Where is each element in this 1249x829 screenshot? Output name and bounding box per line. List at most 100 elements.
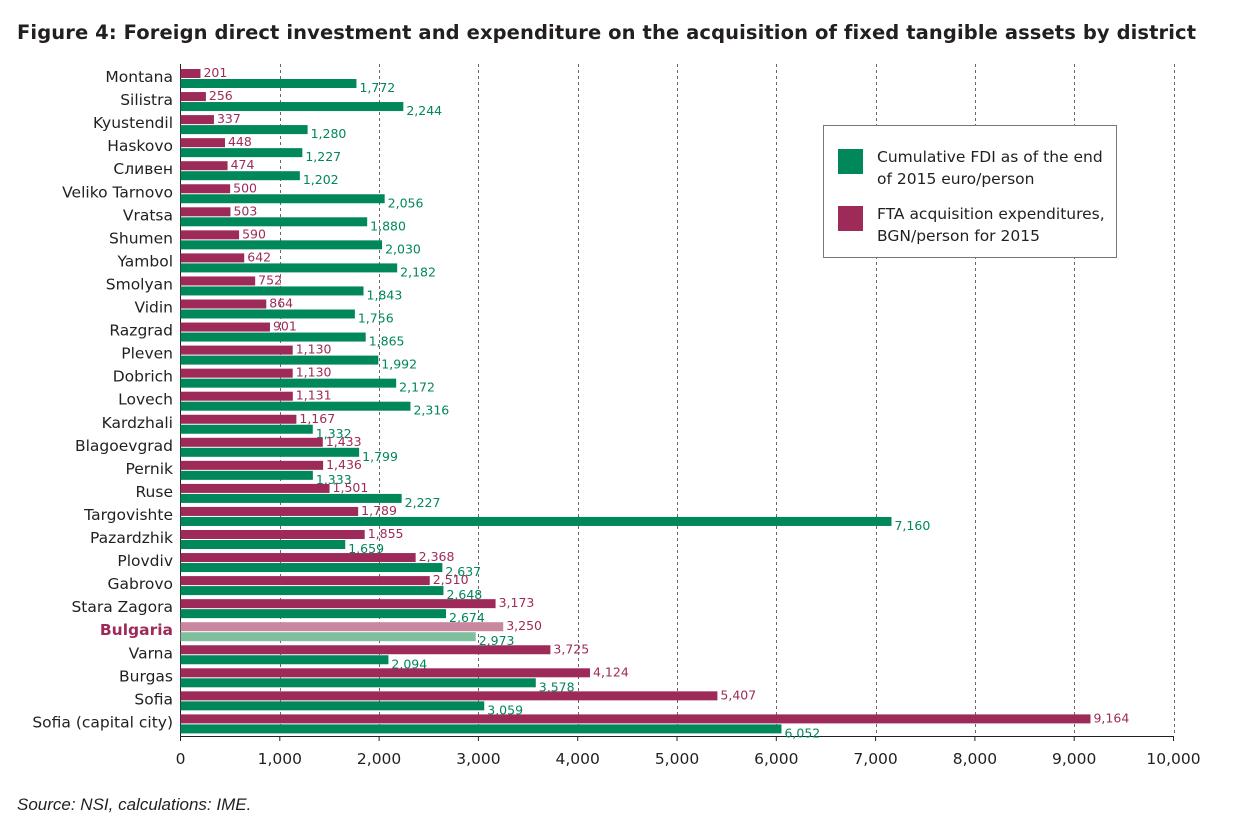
bar-fta	[180, 276, 256, 286]
x-tick-label: 10,000	[1146, 750, 1200, 768]
bar-fdi	[180, 378, 397, 388]
data-label-fdi: 1,659	[348, 541, 384, 556]
data-label-fdi: 3,578	[539, 679, 575, 694]
bar-fta	[180, 322, 270, 332]
bar-fdi	[180, 309, 355, 319]
category-label: Gabrovo	[107, 575, 173, 593]
chart-title: Figure 4: Foreign direct investment and …	[17, 21, 1197, 44]
bar-fta	[180, 345, 293, 355]
data-label-fta: 901	[273, 319, 297, 334]
legend-item-fta: FTA acquisition expenditures, BGN/person…	[838, 203, 1109, 247]
bar-fta	[180, 184, 231, 194]
data-label-fdi: 2,637	[445, 564, 481, 579]
data-label-fdi: 3,059	[487, 702, 523, 717]
data-label-fdi: 2,182	[400, 264, 436, 279]
category-label: Shumen	[109, 229, 173, 247]
bar-fdi	[180, 424, 313, 434]
bar-fdi	[180, 563, 443, 573]
bar-fdi	[180, 516, 892, 526]
bar-fdi	[180, 493, 402, 503]
bar-fta	[180, 668, 591, 678]
bar-fdi	[180, 655, 389, 665]
category-label: Razgrad	[109, 322, 173, 340]
category-label: Vratsa	[123, 206, 173, 224]
data-label-fdi: 2,316	[413, 403, 449, 418]
bar-fdi	[180, 678, 536, 688]
bar-fta	[180, 414, 297, 424]
data-label-fdi: 1,880	[370, 218, 406, 233]
data-label-fdi: 2,056	[388, 195, 424, 210]
bar-fdi	[180, 401, 411, 411]
category-label: Lovech	[118, 391, 173, 409]
category-label: Pazardzhik	[90, 529, 173, 547]
source-note: Source: NSI, calculations: IME.	[17, 795, 252, 814]
category-label: Yambol	[116, 252, 173, 270]
data-label-fdi: 2,172	[399, 380, 435, 395]
bar-fta	[180, 253, 245, 263]
x-tick-label: 6,000	[754, 750, 798, 768]
bar-fta	[180, 69, 201, 78]
data-label-fta: 3,725	[553, 641, 589, 656]
category-label: Сливен	[113, 160, 173, 178]
category-label: Kardzhali	[102, 414, 173, 432]
bar-fdi	[180, 263, 398, 273]
bar-fta	[180, 299, 267, 309]
x-tick-label: 4,000	[556, 750, 600, 768]
category-label: Montana	[105, 68, 173, 86]
data-label-fdi: 2,648	[446, 587, 482, 602]
category-label: Dobrich	[113, 368, 173, 386]
data-label-fta: 503	[233, 203, 257, 218]
category-label: Ruse	[135, 483, 173, 501]
data-label-fta: 3,250	[506, 618, 542, 633]
data-label-fdi: 1,227	[305, 149, 341, 164]
data-label-fta: 9,164	[1093, 710, 1129, 725]
data-label-fdi: 1,843	[367, 287, 403, 302]
x-tick-label: 1,000	[258, 750, 302, 768]
bar-fta	[180, 368, 293, 378]
bar-fdi	[180, 102, 404, 112]
data-label-fta: 337	[217, 111, 241, 126]
bar-fdi	[180, 632, 476, 642]
data-label-fdi: 2,973	[479, 633, 515, 648]
data-label-fta: 1,855	[368, 526, 404, 541]
category-label: Haskovo	[107, 137, 173, 155]
bar-fdi	[180, 171, 300, 181]
category-label: Pernik	[125, 460, 173, 478]
category-label: Varna	[129, 644, 173, 662]
data-label-fdi: 1,280	[311, 126, 347, 141]
data-label-fdi: 1,772	[359, 80, 395, 95]
category-label: Smolyan	[106, 275, 173, 293]
bar-fdi	[180, 286, 364, 296]
data-label-fta: 864	[269, 296, 293, 311]
bar-fdi	[180, 148, 303, 158]
bar-fdi	[180, 240, 383, 250]
data-label-fdi: 2,244	[406, 103, 442, 118]
data-label-fta: 474	[231, 157, 255, 172]
bar-fta	[180, 691, 718, 701]
bar-fdi	[180, 724, 782, 734]
legend-label-fdi: Cumulative FDI as of the end of 2015 eur…	[877, 148, 1103, 188]
bar-fta	[180, 230, 240, 240]
data-label-fta: 1,167	[299, 411, 335, 426]
data-label-fta: 1,130	[296, 342, 332, 357]
x-tick-label: 3,000	[456, 750, 500, 768]
data-label-fdi: 1,333	[316, 472, 352, 487]
bar-fdi	[180, 79, 357, 88]
data-label-fta: 5,407	[720, 687, 756, 702]
category-label: Silistra	[120, 91, 173, 109]
bar-fdi	[180, 470, 313, 480]
category-label: Stara Zagora	[71, 598, 173, 616]
data-label-fta: 1,130	[296, 365, 332, 380]
category-label: Burgas	[119, 667, 173, 685]
bar-fta	[180, 553, 416, 563]
bar-fdi	[180, 701, 485, 711]
data-label-fdi: 1,756	[358, 311, 394, 326]
data-label-fta: 3,173	[499, 595, 535, 610]
bar-fdi	[180, 217, 368, 227]
data-label-fta: 4,124	[593, 664, 629, 679]
bar-fta	[180, 622, 504, 632]
data-label-fta: 2,510	[433, 572, 469, 587]
legend-label-fta: FTA acquisition expenditures, BGN/person…	[877, 205, 1105, 245]
bar-fta	[180, 437, 323, 447]
